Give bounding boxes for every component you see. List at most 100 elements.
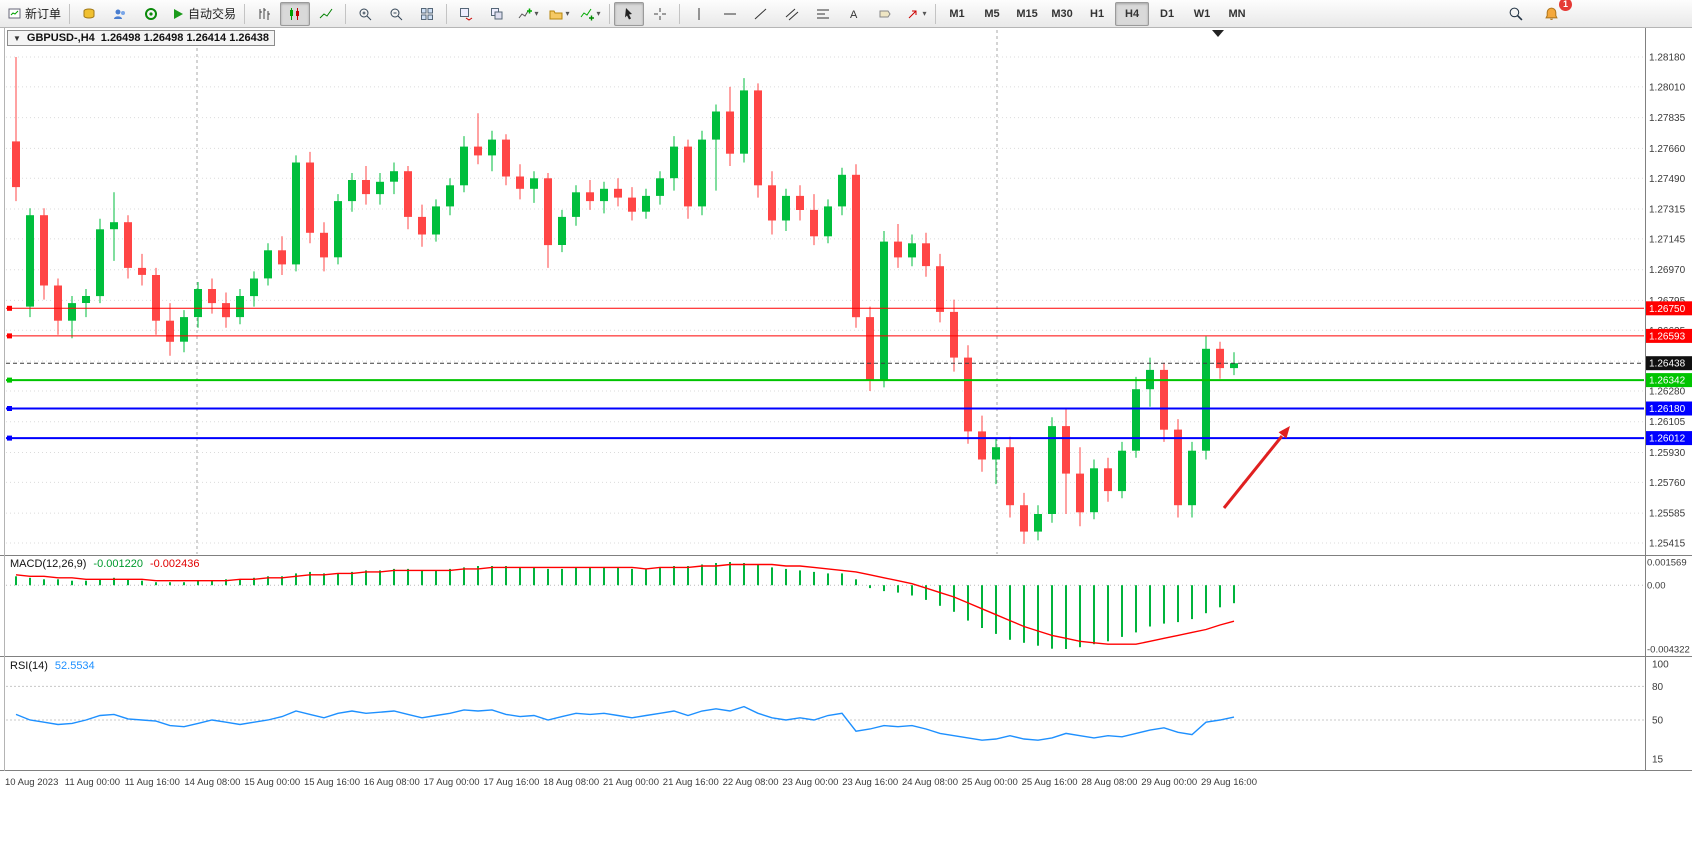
candlestick-chart-icon [290,7,300,20]
svg-text:1.27835: 1.27835 [1649,113,1686,124]
toolbar-separator [446,3,448,24]
timeframe-h1-button[interactable]: H1 [1090,7,1105,20]
price-chart-canvas[interactable]: 1.28180 1.28010 1.27835 1.27660 1.27490 1.273… [0,28,1692,857]
support-button[interactable] [136,2,166,26]
text-button[interactable]: A [839,2,869,26]
equidistant-channel-button[interactable] [777,2,807,26]
new-order-button[interactable]: 新订单 [4,2,65,26]
svg-text:10 Aug 2023: 10 Aug 2023 [5,777,58,788]
svg-text:23 Aug 00:00: 23 Aug 00:00 [782,777,838,788]
horizontal-line-icon [724,13,737,14]
timeframe-h4-button[interactable]: H4 [1115,1,1150,26]
search-button[interactable] [1500,2,1530,26]
timeframe-m30-button[interactable]: M30 [1051,7,1073,20]
timeframe-w1-button[interactable]: W1 [1193,7,1211,20]
candlestick-chart-button[interactable] [280,1,311,26]
svg-text:1.26012: 1.26012 [1649,434,1686,445]
toolbar-separator [69,3,71,24]
timeframe-d1-button[interactable]: D1 [1160,7,1175,20]
svg-text:25 Aug 00:00: 25 Aug 00:00 [962,777,1018,788]
svg-text:1.25585: 1.25585 [1649,509,1686,520]
community-button[interactable] [105,2,135,26]
svg-text:1.28010: 1.28010 [1649,82,1686,93]
svg-text:29 Aug 16:00: 29 Aug 16:00 [1201,777,1257,788]
cursor-button[interactable] [614,1,645,26]
svg-text:1.27145: 1.27145 [1649,234,1686,245]
new-order-icon [8,8,21,18]
text-icon: A [850,9,858,21]
zoom-out-icon [390,8,403,20]
new-chart-button[interactable]: ▾ [513,2,543,26]
timeframe-m1-button[interactable]: M1 [949,7,965,20]
chart-window: 1.28180 1.28010 1.27835 1.27660 1.27490 1.273… [0,28,1692,857]
notification-badge: 1 [1559,0,1572,11]
community-icon [114,9,126,19]
svg-text:1.26105: 1.26105 [1649,417,1686,428]
macd-signal-value: -0.002436 [149,558,200,570]
timeframe-mn-button[interactable]: MN [1228,7,1246,20]
search-icon [1509,7,1522,21]
chart-symbol-period: GBPUSD-,H4 [26,32,95,44]
dropdown-arrow-icon: ▾ [596,8,601,18]
crosshair-button[interactable] [645,2,675,26]
svg-text:1.26970: 1.26970 [1649,265,1686,276]
bar-chart-button[interactable] [249,2,279,26]
rsi-value: 52.5534 [54,660,95,672]
svg-text:0.001569: 0.001569 [1647,558,1687,569]
horizontal-line-button[interactable] [715,2,745,26]
market-watch-button[interactable] [74,2,104,26]
svg-text:1.26750: 1.26750 [1649,304,1686,315]
toolbar-separator [679,3,681,24]
text-label-button[interactable] [870,2,900,26]
svg-text:28 Aug 08:00: 28 Aug 08:00 [1081,777,1137,788]
svg-text:18 Aug 08:00: 18 Aug 08:00 [543,777,599,788]
cascade-windows-icon [491,7,503,19]
zoom-in-icon [359,8,372,20]
cascade-windows-button[interactable] [482,2,512,26]
arrange-windows-button[interactable] [451,2,481,26]
svg-text:21 Aug 00:00: 21 Aug 00:00 [603,777,659,788]
auto-trading-icon [174,8,184,19]
svg-text:24 Aug 08:00: 24 Aug 08:00 [902,777,958,788]
toolbar-separator [609,3,611,24]
svg-text:1.25760: 1.25760 [1649,478,1686,489]
profiles-button[interactable]: ▾ [544,2,574,26]
timeframe-m5-button[interactable]: M5 [984,7,1000,20]
equidistant-channel-icon [785,8,799,20]
auto-trading-button[interactable]: 自动交易 [167,2,240,26]
svg-text:11 Aug 00:00: 11 Aug 00:00 [65,777,120,788]
new-order-label: 新订单 [25,7,62,21]
collapse-icon[interactable]: ▼ [13,33,21,43]
svg-text:23 Aug 16:00: 23 Aug 16:00 [842,777,898,788]
line-chart-button[interactable] [311,2,341,26]
cursor-arrow-icon [625,7,633,19]
indicators-button[interactable]: ▾ [575,2,605,26]
dropdown-arrow-icon: ▾ [565,8,570,18]
arrows-button[interactable]: ▾ [901,2,931,26]
vertical-line-button[interactable] [684,2,714,26]
svg-text:15: 15 [1652,755,1664,766]
svg-text:14 Aug 08:00: 14 Aug 08:00 [184,777,240,788]
fibonacci-button[interactable] [808,2,838,26]
svg-text:50: 50 [1652,716,1664,727]
tile-windows-button[interactable] [412,2,442,26]
auto-trading-label: 自动交易 [188,7,237,21]
svg-text:1.28180: 1.28180 [1649,53,1686,64]
trendline-button[interactable] [746,2,776,26]
arrange-windows-icon [460,7,473,21]
indicators-icon [580,8,594,20]
chart-title-overlay: ▼ GBPUSD-,H4 1.26498 1.26498 1.26414 1.2… [7,30,275,46]
svg-text:-0.004322: -0.004322 [1647,645,1690,656]
notifications-button[interactable]: 1 [1536,0,1572,26]
svg-text:0.00: 0.00 [1647,581,1666,592]
notification-bell-icon [1544,7,1558,20]
timeframe-m15-button[interactable]: M15 [1016,7,1038,20]
svg-text:11 Aug 16:00: 11 Aug 16:00 [125,777,180,788]
svg-text:1.26593: 1.26593 [1649,331,1686,342]
svg-text:15 Aug 00:00: 15 Aug 00:00 [244,777,300,788]
support-headset-icon [145,7,158,20]
zoom-in-button[interactable] [350,2,380,26]
main-toolbar: 新订单 自动交易 ▾ ▾ [0,0,1692,28]
profiles-folder-icon [549,10,563,19]
zoom-out-button[interactable] [381,2,411,26]
